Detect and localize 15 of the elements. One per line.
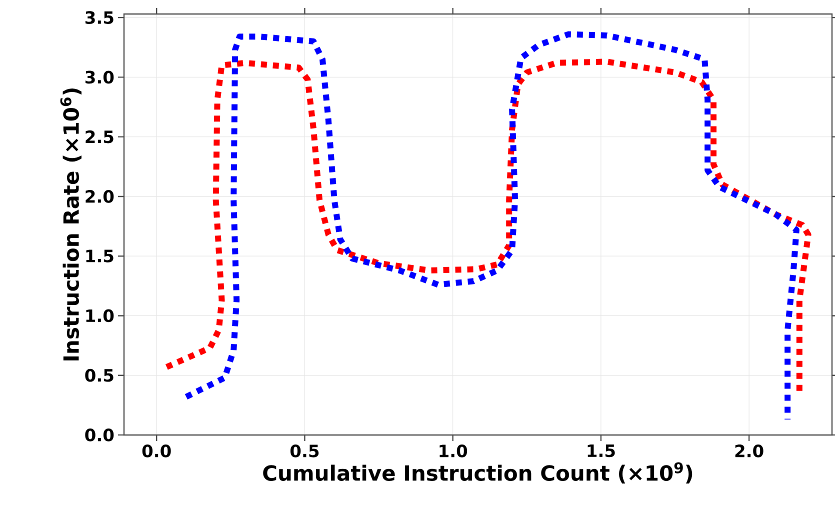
- y-tick-label: 2.5: [86, 130, 114, 144]
- y-tick-label: 1.0: [86, 309, 114, 322]
- y-axis-title: Instruction Rate (×10$^{6}$): [60, 88, 82, 360]
- x-tick-label: 2.0: [735, 444, 764, 458]
- y-tick-label: 0.5: [85, 368, 114, 382]
- y-tick-label: 3.0: [86, 70, 114, 84]
- x-tick-label: 1.0: [440, 444, 468, 458]
- y-tick-label: 1.5: [86, 250, 114, 262]
- x-tick-label: 1.5: [588, 444, 615, 458]
- y-tick-label: 0.0: [85, 428, 114, 442]
- x-axis-title: Cumulative Instruction Count (×10$^{9}$): [263, 462, 692, 484]
- x-tick-label: 0.0: [142, 444, 171, 458]
- y-tick-label: 2.0: [86, 190, 114, 203]
- x-tick-label: 0.5: [290, 444, 319, 458]
- y-tick-label: 3.5: [86, 11, 114, 24]
